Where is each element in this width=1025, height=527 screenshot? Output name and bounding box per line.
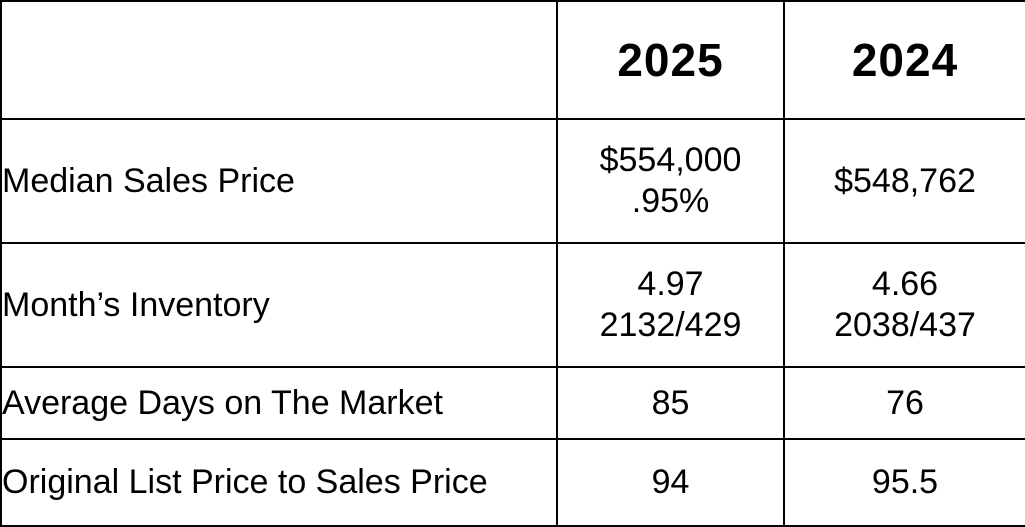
median-sales-price-2024: $548,762 bbox=[783, 118, 1025, 244]
original-list-to-sales-price-2025: 94 bbox=[556, 438, 785, 527]
header-year-2025: 2025 bbox=[556, 0, 785, 120]
months-inventory-2024: 4.66 2038/437 bbox=[783, 242, 1025, 368]
table-row-original-list-to-sales-price: Original List Price to Sales Price 94 95… bbox=[0, 438, 1025, 527]
header-year-2024: 2024 bbox=[783, 0, 1025, 120]
average-days-on-market-2025: 85 bbox=[556, 366, 785, 440]
average-days-on-market-2024: 76 bbox=[783, 366, 1025, 440]
original-list-to-sales-price-2024: 95.5 bbox=[783, 438, 1025, 527]
table-row-average-days-on-market: Average Days on The Market 85 76 bbox=[0, 366, 1025, 440]
row-label-average-days-on-market: Average Days on The Market bbox=[0, 366, 558, 440]
row-label-original-list-to-sales-price: Original List Price to Sales Price bbox=[0, 438, 558, 527]
row-label-median-sales-price: Median Sales Price bbox=[0, 118, 558, 244]
median-sales-price-2025: $554,000 .95% bbox=[556, 118, 785, 244]
table-row-median-sales-price: Median Sales Price $554,000 .95% $548,76… bbox=[0, 118, 1025, 244]
header-empty-cell bbox=[0, 0, 558, 120]
header-row: 2025 2024 bbox=[0, 0, 1025, 120]
row-label-months-inventory: Month’s Inventory bbox=[0, 242, 558, 368]
table-row-months-inventory: Month’s Inventory 4.97 2132/429 4.66 203… bbox=[0, 242, 1025, 368]
months-inventory-2025: 4.97 2132/429 bbox=[556, 242, 785, 368]
